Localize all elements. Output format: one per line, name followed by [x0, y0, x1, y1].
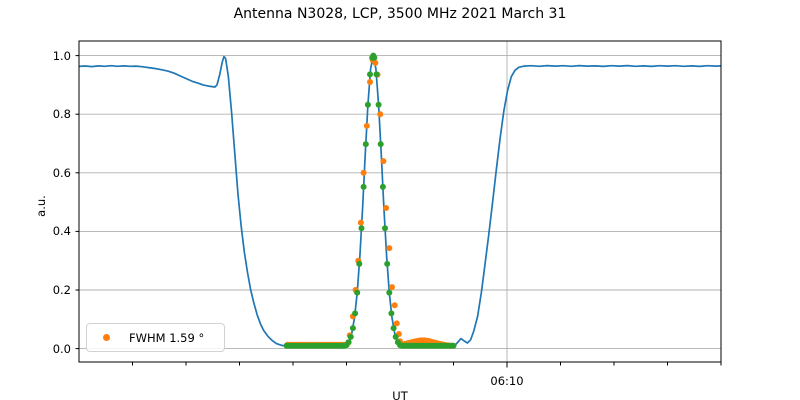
legend: FWHM 1.59 °: [86, 323, 225, 352]
scan-samples-point: [367, 79, 373, 85]
scan-samples-point: [363, 122, 370, 129]
y-tick-label: 0.8: [52, 107, 71, 122]
gaussian-fit-point: [364, 101, 371, 108]
chart-title: Antenna N3028, LCP, 3500 MHz 2021 March …: [233, 6, 567, 22]
y-tick-label: 0.4: [52, 224, 71, 239]
gaussian-fit-point: [379, 183, 386, 190]
gaussian-fit-point: [367, 71, 373, 78]
scan-samples-point: [380, 158, 387, 165]
gaussian-fit-point: [382, 225, 388, 232]
scan-samples-point: [386, 245, 393, 252]
gaussian-fit-point: [388, 310, 395, 317]
gaussian-fit-scatter: [283, 52, 457, 349]
gaussian-fit-point: [375, 101, 382, 108]
gaussian-fit-point: [347, 333, 354, 340]
gaussian-fit-point: [390, 325, 397, 332]
gaussian-fit-point: [386, 289, 393, 296]
scan-samples-point: [360, 169, 367, 176]
gaussian-fit-point: [352, 310, 359, 317]
y-tick-label: 1.0: [52, 48, 71, 63]
gaussian-fit-point: [371, 54, 378, 61]
scan-samples-point: [389, 284, 395, 291]
gaussian-fit-point: [362, 141, 369, 148]
gaussian-fit-point: [349, 325, 356, 332]
legend-label: FWHM 1.59 °: [129, 330, 205, 345]
gaussian-fit-point: [360, 183, 367, 190]
scan-samples-point: [393, 320, 400, 327]
scan-samples-point: [383, 205, 390, 211]
gaussian-fit-point: [392, 333, 399, 340]
gaussian-fit-point: [354, 289, 361, 296]
scan-samples-point: [391, 302, 398, 309]
scan-samples-point: [357, 219, 364, 226]
gaussian-fit-point: [450, 342, 457, 349]
scan-samples-point: [377, 111, 384, 118]
y-tick-label: 0.0: [52, 341, 71, 356]
gaussian-fit-point: [345, 339, 352, 346]
gaussian-fit-point: [358, 225, 365, 232]
gaussian-fit-point: [397, 342, 403, 349]
legend-marker-icon: [103, 334, 110, 341]
gaussian-fit-point: [373, 71, 380, 78]
y-tick-label: 0.2: [52, 283, 71, 297]
gaussian-fit-point: [356, 260, 363, 267]
scan-samples-point: [372, 59, 379, 66]
gaussian-fit-point: [377, 141, 384, 148]
y-tick-label: 0.6: [52, 165, 71, 180]
gaussian-fit-point: [384, 260, 391, 267]
